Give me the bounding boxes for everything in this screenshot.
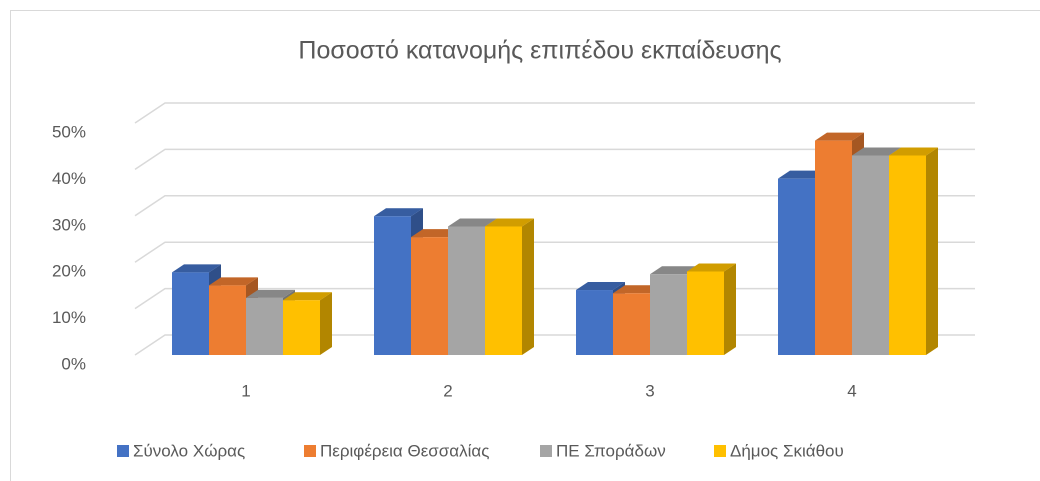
bar-top	[448, 218, 497, 227]
bar-top	[172, 264, 221, 273]
y-tick-label: 40%	[52, 169, 86, 188]
bar-side	[926, 147, 938, 355]
bar-top-shade	[172, 264, 221, 273]
bar-top-shade	[448, 218, 497, 227]
bar-front	[485, 226, 522, 355]
y-tick-label: 10%	[52, 308, 86, 327]
bar-top	[485, 218, 534, 227]
bar-front	[650, 274, 687, 355]
bar-top	[613, 285, 662, 294]
bar-front	[852, 155, 889, 355]
bar-top	[778, 170, 827, 179]
bar-front	[576, 290, 613, 355]
bar-front	[172, 272, 209, 355]
x-tick-label: 1	[241, 381, 250, 400]
y-tick-label: 50%	[52, 122, 86, 141]
bar-top	[246, 289, 295, 298]
y-tick-label: 20%	[52, 262, 86, 281]
legend-swatch	[540, 445, 552, 457]
legend-label: Περιφέρεια Θεσσαλίας	[320, 441, 489, 460]
bar-top-shade	[852, 147, 901, 156]
bar	[687, 263, 736, 355]
bar	[485, 218, 534, 355]
bar-top	[411, 229, 460, 238]
bar-front	[374, 216, 411, 355]
bar-side	[522, 218, 534, 355]
bar-top-shade	[209, 277, 258, 286]
bar-top-shade	[374, 208, 423, 217]
bar-front	[411, 237, 448, 355]
bar-front	[815, 140, 852, 355]
bar-top-shade	[411, 229, 460, 238]
bar-front	[283, 300, 320, 355]
chart-title: Ποσοστό κατανομής επιπέδου εκπαίδευσης	[298, 37, 781, 65]
y-tick-label: 30%	[52, 215, 86, 234]
legend-swatch	[714, 445, 726, 457]
bar-side-shade	[522, 218, 534, 355]
bar-top	[815, 132, 864, 141]
grid-line	[134, 148, 975, 171]
bar-top-shade	[246, 289, 295, 298]
bar-side	[724, 263, 736, 355]
bar-top	[209, 277, 258, 286]
bar-top	[374, 208, 423, 217]
legend-swatch	[117, 445, 129, 457]
grid-line	[134, 195, 975, 217]
bar-top	[283, 292, 332, 301]
bar-top-shade	[650, 266, 699, 275]
x-tick-label: 3	[645, 381, 654, 400]
legend-label: ΠΕ Σποράδων	[556, 441, 666, 460]
bar-front	[246, 297, 283, 355]
chart-border	[10, 10, 1040, 481]
bar-top	[650, 266, 699, 275]
bar-top-shade	[889, 147, 938, 156]
bar-front	[687, 271, 724, 355]
bar-top-shade	[815, 132, 864, 141]
bar-top	[889, 147, 938, 156]
bar-front	[613, 293, 650, 355]
bar-side	[320, 292, 332, 355]
bar	[283, 292, 332, 355]
bar-top-shade	[687, 263, 736, 272]
bar-front	[448, 226, 485, 355]
x-tick-label: 4	[847, 381, 856, 400]
bar-top-shade	[778, 170, 827, 179]
bar	[889, 147, 938, 355]
bar-front	[209, 285, 246, 355]
bar-top	[687, 263, 736, 272]
bar-front	[889, 155, 926, 355]
bar-top	[576, 282, 625, 291]
bar-side-shade	[926, 147, 938, 355]
bar-top-shade	[613, 285, 662, 294]
y-tick-label: 0%	[61, 354, 86, 373]
bar-front	[778, 178, 815, 355]
legend-swatch	[304, 445, 316, 457]
bar-side-shade	[320, 292, 332, 355]
grid-line	[134, 102, 975, 124]
bar-side-shade	[724, 263, 736, 355]
grid-line	[134, 241, 975, 263]
bar-top-shade	[485, 218, 534, 227]
bar-top-shade	[576, 282, 625, 291]
bar-top-shade	[283, 292, 332, 301]
legend-label: Σύνολο Χώρας	[133, 441, 245, 460]
bar-top	[852, 147, 901, 156]
x-tick-label: 2	[443, 381, 452, 400]
legend-label: Δήμος Σκιάθου	[730, 441, 844, 460]
